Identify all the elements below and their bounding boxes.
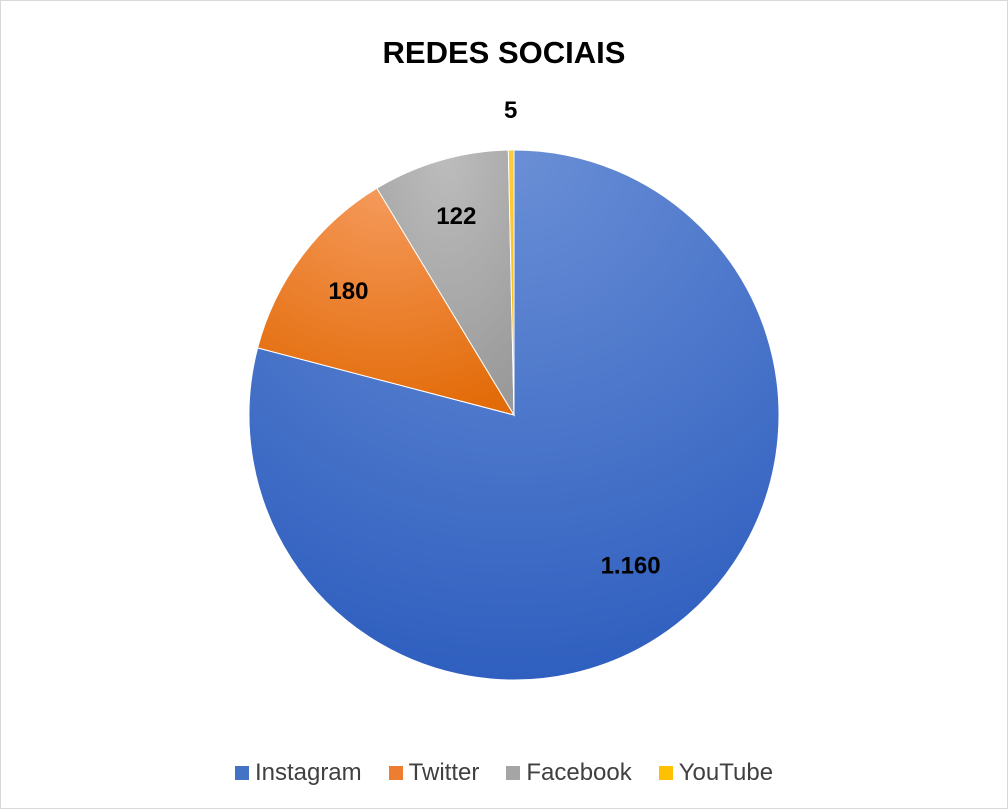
legend-item-instagram: Instagram	[234, 759, 362, 787]
legend-swatch-youtube	[658, 766, 673, 780]
data-label-twitter: 180	[328, 278, 368, 305]
legend-swatch-facebook	[506, 766, 521, 780]
data-label-youtube: 5	[504, 97, 517, 124]
data-label-instagram: 1.160	[601, 553, 661, 580]
pie-slice-twitter	[257, 187, 516, 416]
chart-title: REDES SOCIAIS	[382, 35, 626, 70]
legend-item-youtube: YouTube	[658, 759, 774, 787]
legend-item-facebook: Facebook	[506, 759, 632, 787]
pie-slice-facebook	[376, 149, 515, 417]
legend-label-instagram: Instagram	[254, 759, 362, 786]
legend-swatch-twitter	[388, 766, 403, 780]
pie-slice-youtube	[507, 149, 515, 416]
pie-slice-instagram	[248, 149, 780, 681]
legend-label-twitter: Twitter	[408, 759, 480, 786]
legend: Instagram Twitter Facebook YouTube	[1, 759, 1007, 787]
legend-label-youtube: YouTube	[678, 759, 774, 786]
legend-item-twitter: Twitter	[388, 759, 480, 787]
legend-swatch-instagram	[234, 766, 249, 780]
data-label-facebook: 122	[436, 203, 476, 230]
legend-label-facebook: Facebook	[526, 759, 632, 786]
pie-chart: 1.160 180 122 5	[248, 97, 780, 681]
